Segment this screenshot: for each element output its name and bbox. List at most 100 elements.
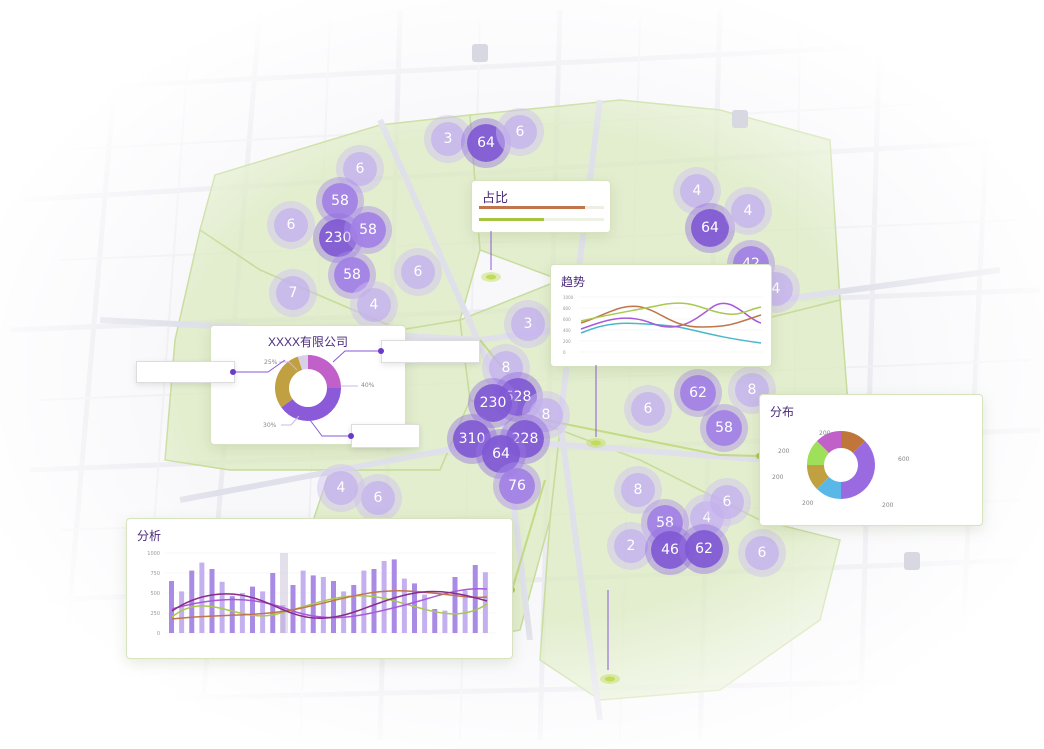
cluster-marker[interactable]: 62: [680, 375, 716, 411]
cluster-marker[interactable]: 58: [334, 257, 370, 293]
trend-ytick-label: 600: [563, 317, 571, 322]
distribution-card-title: 分布: [770, 405, 795, 419]
poi-icon[interactable]: [732, 110, 748, 128]
analysis-bar: [260, 591, 266, 633]
cluster-marker[interactable]: 58: [706, 410, 742, 446]
callout-box-left[interactable]: [136, 361, 235, 383]
analysis-ytick-label: 500: [150, 591, 160, 597]
cluster-marker[interactable]: 76: [499, 468, 535, 504]
analysis-bar: [169, 581, 174, 633]
analysis-bar: [219, 581, 225, 633]
analysis-bar: [422, 594, 428, 633]
dist-donut-slice: [807, 440, 829, 465]
callout-box-bottom[interactable]: [351, 424, 420, 448]
cluster-marker[interactable]: 6: [503, 115, 537, 149]
analysis-bar: [189, 570, 195, 633]
analysis-bar: [179, 591, 185, 633]
analysis-series-line: [171, 590, 488, 620]
cluster-marker[interactable]: 62: [685, 530, 723, 568]
callout-box-top[interactable]: [381, 340, 480, 363]
analysis-bar: [412, 583, 417, 633]
cluster-marker[interactable]: 6: [274, 208, 308, 242]
analysis-bar: [331, 581, 336, 633]
analysis-bar: [250, 586, 255, 633]
cluster-marker[interactable]: 58: [350, 212, 386, 248]
analysis-highlight: [280, 553, 288, 633]
analysis-bar: [341, 591, 347, 633]
analysis-bar: [300, 570, 306, 633]
trend-chart: 1000 800 600 400 200 0: [563, 295, 763, 355]
cluster-marker[interactable]: 6: [401, 255, 435, 289]
analysis-bar: [472, 565, 478, 633]
analysis-bar: [432, 609, 438, 633]
company-label-40: 40%: [361, 382, 375, 389]
location-pin[interactable]: [481, 272, 501, 282]
cluster-marker[interactable]: 6: [710, 485, 744, 519]
dist-donut-slice: [841, 431, 866, 453]
trend-series-line: [580, 305, 762, 328]
dist-label: 200: [778, 448, 790, 455]
cluster-marker[interactable]: 4: [680, 174, 714, 208]
analysis-chart: 1000 750 500 250 0: [147, 551, 497, 637]
ratio-bar-0: [479, 206, 586, 209]
dist-label: 200: [882, 502, 894, 509]
analysis-ytick-label: 750: [150, 571, 160, 577]
analysis-bar: [462, 590, 468, 633]
cluster-marker[interactable]: 6: [361, 481, 395, 515]
distribution-donut-chart: 200 200 200 200 600 200: [772, 430, 910, 509]
analysis-bar: [361, 570, 367, 633]
cluster-marker[interactable]: 4: [357, 288, 391, 322]
ratio-bar-track: [479, 218, 604, 221]
dist-label: 200: [819, 430, 831, 437]
analysis-bar: [391, 559, 397, 633]
location-pin[interactable]: [586, 438, 606, 448]
trend-card[interactable]: 趋势 1000 800 600 400 200 0: [550, 264, 772, 367]
trend-card-title: 趋势: [561, 275, 586, 289]
dist-donut-slice: [807, 465, 829, 490]
analysis-bar: [351, 585, 357, 633]
analysis-bar: [381, 561, 387, 633]
dist-label: 600: [898, 456, 910, 463]
cluster-marker[interactable]: 230: [474, 384, 512, 422]
analysis-series-line: [171, 595, 488, 618]
cluster-marker[interactable]: 64: [691, 209, 729, 247]
dist-donut-slice: [816, 431, 841, 453]
cluster-marker[interactable]: 4: [731, 194, 765, 228]
cluster-marker[interactable]: 4: [324, 471, 358, 505]
poi-icon[interactable]: [472, 44, 488, 62]
cluster-marker[interactable]: 3: [431, 122, 465, 156]
company-donut-slice: [297, 355, 308, 370]
cluster-marker[interactable]: 310: [453, 420, 491, 458]
trend-series-line: [580, 322, 762, 344]
company-label-25: 25%: [264, 359, 278, 366]
trend-ytick-label: 0: [563, 350, 566, 355]
location-pin[interactable]: [600, 674, 620, 684]
analysis-series-line: [171, 590, 488, 619]
dist-label: 200: [802, 500, 814, 507]
cluster-marker[interactable]: 6: [745, 536, 779, 570]
cluster-marker[interactable]: 3: [511, 307, 545, 341]
cluster-marker[interactable]: 2: [614, 529, 648, 563]
analysis-ytick-label: 1000: [147, 551, 160, 557]
cluster-marker[interactable]: 46: [651, 531, 689, 569]
analysis-card-title: 分析: [137, 529, 162, 543]
dist-donut-slice: [816, 477, 841, 499]
cluster-marker[interactable]: 64: [467, 124, 505, 162]
cluster-marker[interactable]: 7: [276, 276, 310, 310]
company-donut-slice: [308, 355, 341, 388]
distribution-card[interactable]: 分布 200 200 200 200 600 200: [759, 394, 983, 526]
trend-ytick-label: 1000: [563, 295, 574, 300]
trend-ytick-label: 400: [563, 328, 571, 333]
cluster-marker[interactable]: 6: [631, 392, 665, 426]
cluster-marker[interactable]: 64: [482, 435, 520, 473]
analysis-card[interactable]: 分析 1000 750 500 250 0: [126, 518, 513, 659]
cluster-marker[interactable]: 8: [621, 473, 655, 507]
analysis-bar: [482, 572, 488, 633]
analysis-ytick-label: 250: [150, 611, 160, 617]
cluster-marker[interactable]: 6: [343, 152, 377, 186]
poi-icon[interactable]: [904, 552, 920, 570]
cluster-marker[interactable]: 58: [322, 183, 358, 219]
dist-donut-slice: [841, 440, 875, 499]
company-card-title: XXXX有限公司: [267, 335, 349, 349]
ratio-card[interactable]: 占比: [471, 180, 611, 233]
